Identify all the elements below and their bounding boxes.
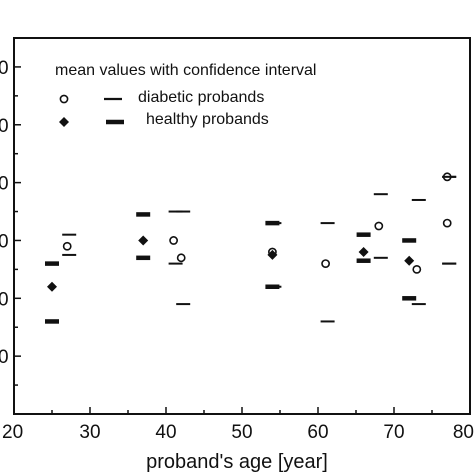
legend-label-diabetic: diabetic probands — [138, 89, 265, 106]
healthy-mean-point — [267, 249, 278, 260]
diabetic-mean-point — [374, 221, 384, 231]
legend-symbols-healthy — [59, 117, 124, 127]
healthy-mean-point — [138, 235, 149, 246]
healthy-mean-point — [47, 281, 57, 292]
x-tick-label: 60 — [307, 422, 328, 443]
x-tick-label: 40 — [155, 422, 176, 443]
legend-filled-diamond-icon — [59, 117, 69, 127]
x-tick-label: 50 — [231, 422, 252, 443]
y-tick-label: 0 — [0, 174, 9, 195]
x-tick-label: 30 — [79, 422, 100, 443]
legend-label-healthy: healthy probands — [146, 111, 269, 128]
x-axis-label: proband's age [year] — [146, 451, 328, 473]
y-tick-label: 0 — [0, 231, 9, 252]
diabetic-mean-point — [442, 218, 452, 228]
diabetic-mean-point — [169, 236, 178, 245]
legend-title: mean values with confidence interval — [55, 62, 317, 79]
healthy-mean-point — [404, 255, 415, 266]
diabetic-mean-point — [412, 264, 422, 274]
x-tick-label: 80 — [453, 422, 474, 443]
x-tick-label: 70 — [383, 422, 404, 443]
y-tick-label: 0 — [0, 58, 9, 79]
legend-open-circle-icon — [59, 94, 69, 104]
x-tick-label: 20 — [2, 422, 23, 443]
diabetic-mean-point — [176, 253, 186, 263]
diabetic-mean-point — [321, 259, 330, 268]
y-tick-label: 0 — [0, 116, 9, 137]
legend-symbols-diabetic — [59, 94, 122, 104]
diabetic-mean-point — [62, 241, 72, 251]
y-tick-label: 0 — [0, 347, 9, 368]
healthy-mean-point — [358, 247, 369, 258]
y-tick-label: 0 — [0, 289, 9, 310]
